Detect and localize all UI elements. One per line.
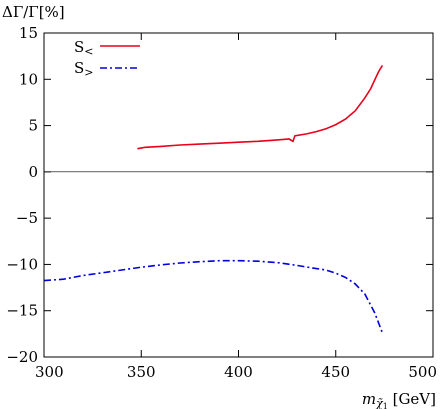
series-line-0: [137, 64, 384, 150]
y-tick-label: −15: [6, 302, 38, 320]
x-axis-title-sub1: χ̃: [375, 397, 384, 409]
y-tick-label: 0: [28, 163, 38, 181]
legend-s-less-sub: <: [84, 45, 93, 58]
legend-s-less-main: S: [74, 38, 84, 56]
x-axis-title-unit: [GeV]: [388, 390, 436, 408]
x-tick-label: 450: [321, 363, 350, 381]
x-axis-title-sub2: 1: [383, 402, 388, 409]
y-tick-label: 15: [19, 24, 38, 42]
y-tick-label: 5: [28, 117, 38, 135]
legend-s-greater-sub: >: [84, 66, 93, 79]
x-axis-title: mχ̃1 [GeV]: [362, 390, 436, 409]
y-axis-title-text: ΔΓ/Γ[%]: [2, 3, 65, 21]
series-layer: [43, 64, 384, 334]
y-tick-label: −5: [16, 209, 38, 227]
x-tick-label: 500: [408, 363, 437, 381]
x-tick-label: 400: [224, 363, 253, 381]
y-tick-label: 10: [19, 70, 38, 88]
legend-label-s-less: S<: [74, 38, 94, 58]
legend-label-s-greater: S>: [74, 59, 94, 79]
y-axis-title: ΔΓ/Γ[%]: [2, 3, 65, 21]
legend-s-greater-main: S: [74, 59, 84, 77]
y-tick-label: −10: [6, 255, 38, 273]
y-tick-label: −20: [6, 348, 38, 366]
x-tick-label: 350: [127, 363, 156, 381]
series-line-1: [43, 259, 384, 334]
legend: S< S>: [74, 38, 140, 79]
x-tick-label: 300: [35, 363, 64, 381]
x-axis-title-main: m: [362, 390, 376, 408]
